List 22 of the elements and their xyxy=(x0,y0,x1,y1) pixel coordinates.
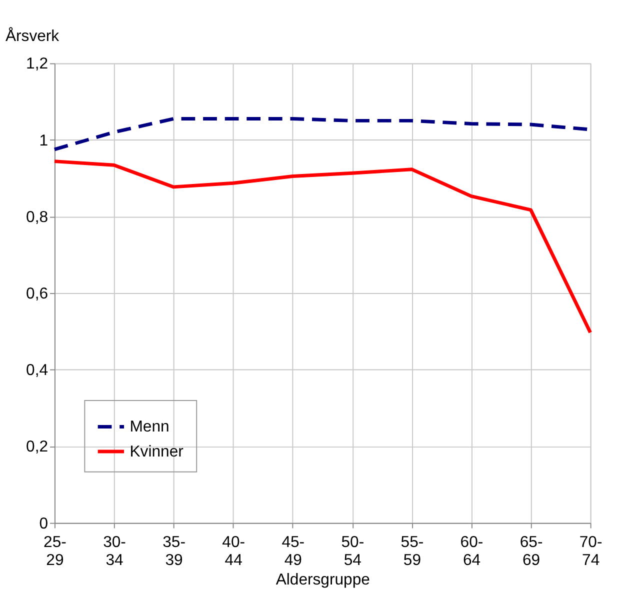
x-axis-title: Aldersgruppe xyxy=(276,572,370,589)
x-tick-label: 30- 34 xyxy=(103,534,126,569)
x-tick-label: 65- 69 xyxy=(520,534,543,569)
x-tick-label: 35- 39 xyxy=(162,534,186,569)
x-tick-label: 45- 49 xyxy=(282,534,305,569)
x-tick-label: 70- 74 xyxy=(579,534,602,569)
line-series xyxy=(52,160,592,334)
y-axis-title: Årsverk xyxy=(5,26,60,45)
x-tick-label: 50- 54 xyxy=(341,534,364,569)
x-tick-label: 60- 64 xyxy=(460,534,484,569)
x-tick-label: 55- 59 xyxy=(400,534,424,569)
legend-label: Kvinner xyxy=(130,443,184,460)
y-tick-label: 0,2 xyxy=(26,438,48,456)
x-tick-label: 25- 29 xyxy=(44,534,66,569)
legend-label: Menn xyxy=(130,418,170,436)
y-tick-label: 0,6 xyxy=(26,285,48,302)
y-tick-label: 1 xyxy=(39,132,48,150)
y-tick-label: 1,2 xyxy=(26,56,48,73)
y-tick-label: 0,4 xyxy=(26,362,48,380)
y-tick-label: 0,8 xyxy=(26,208,48,226)
y-tick-label: 0 xyxy=(39,515,48,532)
x-tick-label: 40- 44 xyxy=(222,534,246,569)
